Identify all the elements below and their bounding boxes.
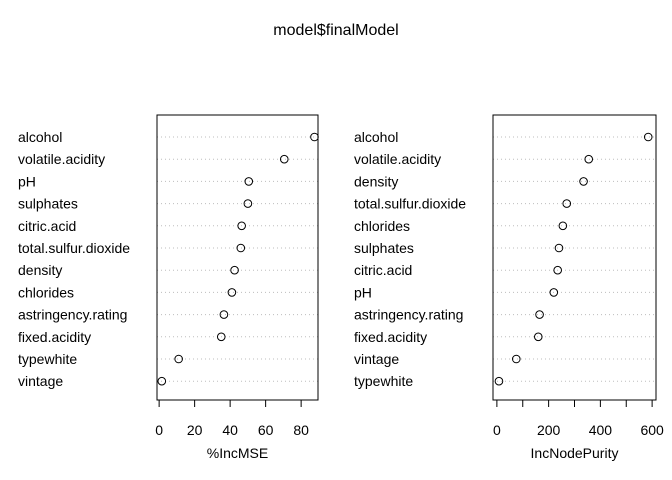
data-point <box>310 132 319 142</box>
x-tick-label: 80 <box>293 422 309 438</box>
category-label: sulphates <box>354 240 414 256</box>
category-label: fixed.acidity <box>18 329 91 345</box>
category-label: total.sulfur.dioxide <box>354 196 466 212</box>
data-point <box>533 332 543 342</box>
data-point <box>237 221 246 231</box>
x-tick-label: 60 <box>258 422 274 438</box>
chart-title: model$finalModel <box>273 22 398 39</box>
category-label: typewhite <box>18 351 77 367</box>
x-tick-label: 40 <box>222 422 238 438</box>
category-label: vintage <box>354 351 399 367</box>
x-tick-label: 0 <box>155 422 163 438</box>
category-label: volatile.acidity <box>354 151 441 167</box>
x-tick-label: 400 <box>589 422 613 438</box>
category-label: density <box>18 262 62 278</box>
data-point <box>494 376 504 386</box>
x-axis-label: %IncMSE <box>207 445 268 461</box>
data-point <box>244 177 254 186</box>
category-label: citric.acid <box>18 218 76 234</box>
category-label: vintage <box>18 373 63 389</box>
x-tick-label: 0 <box>493 422 501 438</box>
plot-frame <box>492 114 657 401</box>
category-label: citric.acid <box>354 262 412 278</box>
category-label: alcohol <box>354 129 398 145</box>
data-point <box>558 221 568 231</box>
category-label: fixed.acidity <box>354 329 427 345</box>
data-point <box>230 265 239 275</box>
data-point <box>554 243 564 253</box>
data-point <box>511 354 521 364</box>
data-point <box>174 354 183 364</box>
x-axis-label: IncNodePurity <box>531 445 619 461</box>
category-label: astringency.rating <box>354 307 463 323</box>
category-label: total.sulfur.dioxide <box>18 240 130 256</box>
dotchart-incnodepurity: alcohol volatile.acidity density total.sulf… <box>354 114 664 461</box>
x-tick-label: 600 <box>640 422 664 438</box>
data-point <box>236 243 246 253</box>
data-point <box>643 132 653 142</box>
data-point <box>227 288 237 297</box>
data-point <box>562 199 572 208</box>
data-point <box>157 376 167 386</box>
data-point <box>219 310 229 319</box>
plot-frame <box>156 114 319 401</box>
data-point <box>216 332 226 342</box>
dotchart-incmse: alcohol volatile.acidity pH sulphates citric… <box>18 114 319 461</box>
category-label: sulphates <box>18 196 78 212</box>
category-label: pH <box>354 284 372 300</box>
data-point <box>584 154 594 164</box>
category-label: chlorides <box>354 218 410 234</box>
category-label: density <box>354 173 398 189</box>
category-label: astringency.rating <box>18 307 127 323</box>
data-point <box>553 265 562 275</box>
x-tick-label: 20 <box>187 422 203 438</box>
x-tick-label: 200 <box>537 422 561 438</box>
data-point <box>535 310 544 319</box>
category-label: typewhite <box>354 373 413 389</box>
data-point <box>579 177 588 186</box>
category-label: pH <box>18 173 36 189</box>
category-label: volatile.acidity <box>18 151 105 167</box>
category-label: chlorides <box>18 284 74 300</box>
data-point <box>549 288 559 297</box>
data-point <box>279 154 289 164</box>
category-label: alcohol <box>18 129 62 145</box>
data-point <box>243 199 253 208</box>
